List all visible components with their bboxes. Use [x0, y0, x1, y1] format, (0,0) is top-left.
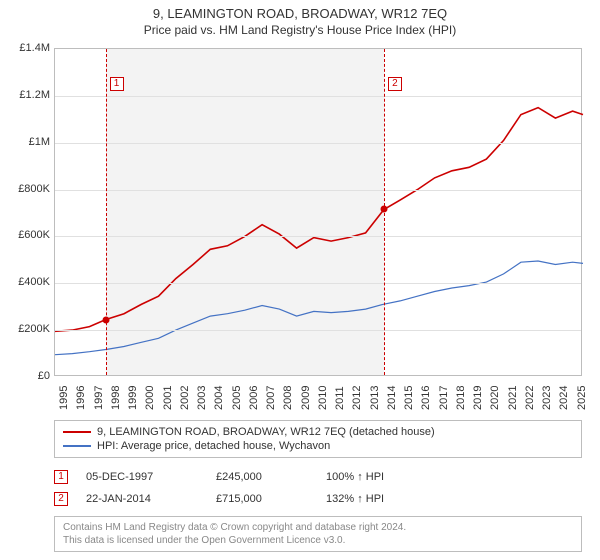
- sales-table: 1 05-DEC-1997£245,000100% ↑ HPI 2 22-JAN-20…: [54, 466, 582, 510]
- x-tick-label: 2025: [576, 386, 588, 410]
- footer-line-1: Contains HM Land Registry data © Crown c…: [63, 521, 573, 534]
- x-tick-label: 2000: [144, 386, 156, 410]
- gridline-h: [55, 190, 581, 191]
- legend-item: 9, LEAMINGTON ROAD, BROADWAY, WR12 7EQ (…: [63, 425, 573, 439]
- gridline-h: [55, 236, 581, 237]
- sale-marker-label: 2: [388, 77, 402, 91]
- legend: 9, LEAMINGTON ROAD, BROADWAY, WR12 7EQ (…: [54, 420, 582, 458]
- sale-price: £715,000: [216, 493, 326, 505]
- chart-subtitle: Price paid vs. HM Land Registry's House …: [0, 23, 600, 37]
- sale-pct: 132% ↑ HPI: [326, 493, 436, 505]
- legend-item: HPI: Average price, detached house, Wych…: [63, 439, 573, 453]
- x-tick-label: 2004: [213, 386, 225, 410]
- x-tick-label: 2003: [196, 386, 208, 410]
- y-tick-label: £600K: [2, 229, 50, 241]
- gridline-h: [55, 96, 581, 97]
- x-tick-label: 2018: [455, 386, 467, 410]
- x-tick-label: 2016: [420, 386, 432, 410]
- x-tick-label: 2022: [524, 386, 536, 410]
- chart-title: 9, LEAMINGTON ROAD, BROADWAY, WR12 7EQ: [0, 6, 600, 21]
- x-tick-label: 2009: [300, 386, 312, 410]
- x-tick-label: 1998: [110, 386, 122, 410]
- x-tick-label: 2015: [403, 386, 415, 410]
- x-tick-label: 2019: [472, 386, 484, 410]
- x-tick-label: 1999: [127, 386, 139, 410]
- legend-label: 9, LEAMINGTON ROAD, BROADWAY, WR12 7EQ (…: [97, 426, 435, 438]
- x-tick-label: 2021: [507, 386, 519, 410]
- y-tick-label: £0: [2, 370, 50, 382]
- x-tick-label: 2001: [162, 386, 174, 410]
- y-tick-label: £1.4M: [2, 42, 50, 54]
- x-tick-label: 1995: [58, 386, 70, 410]
- plot-area: 12: [54, 48, 582, 376]
- sale-row: 1 05-DEC-1997£245,000100% ↑ HPI: [54, 466, 582, 488]
- legend-label: HPI: Average price, detached house, Wych…: [97, 440, 330, 452]
- x-tick-label: 2023: [541, 386, 553, 410]
- sale-date: 05-DEC-1997: [86, 471, 216, 483]
- legend-swatch: [63, 445, 91, 447]
- x-tick-label: 1997: [93, 386, 105, 410]
- sale-row: 2 22-JAN-2014£715,000132% ↑ HPI: [54, 488, 582, 510]
- gridline-h: [55, 143, 581, 144]
- sale-number-badge: 1: [54, 470, 68, 484]
- sale-number-badge: 2: [54, 492, 68, 506]
- x-tick-label: 2014: [386, 386, 398, 410]
- line-layer: [55, 49, 581, 375]
- x-tick-label: 2012: [351, 386, 363, 410]
- event-vline: [106, 49, 107, 375]
- y-tick-label: £1M: [2, 136, 50, 148]
- footer-line-2: This data is licensed under the Open Gov…: [63, 534, 573, 547]
- x-tick-label: 2002: [179, 386, 191, 410]
- sale-marker-label: 1: [110, 77, 124, 91]
- series-line: [55, 108, 583, 332]
- y-tick-label: £1.2M: [2, 89, 50, 101]
- gridline-h: [55, 330, 581, 331]
- x-tick-label: 2007: [265, 386, 277, 410]
- x-tick-label: 1996: [75, 386, 87, 410]
- footer: Contains HM Land Registry data © Crown c…: [54, 516, 582, 552]
- x-tick-label: 2005: [231, 386, 243, 410]
- sale-date: 22-JAN-2014: [86, 493, 216, 505]
- x-tick-label: 2010: [317, 386, 329, 410]
- x-tick-label: 2008: [282, 386, 294, 410]
- x-tick-label: 2017: [438, 386, 450, 410]
- x-tick-label: 2024: [558, 386, 570, 410]
- y-tick-label: £800K: [2, 183, 50, 195]
- x-tick-label: 2013: [369, 386, 381, 410]
- y-tick-label: £400K: [2, 276, 50, 288]
- y-tick-label: £200K: [2, 323, 50, 335]
- sale-price: £245,000: [216, 471, 326, 483]
- sale-marker-dot: [380, 206, 387, 213]
- x-tick-label: 2006: [248, 386, 260, 410]
- sale-marker-dot: [102, 316, 109, 323]
- legend-swatch: [63, 431, 91, 433]
- sale-pct: 100% ↑ HPI: [326, 471, 436, 483]
- gridline-h: [55, 283, 581, 284]
- title-block: 9, LEAMINGTON ROAD, BROADWAY, WR12 7EQ P…: [0, 0, 600, 37]
- x-tick-label: 2011: [334, 386, 346, 410]
- chart-container: 9, LEAMINGTON ROAD, BROADWAY, WR12 7EQ P…: [0, 0, 600, 560]
- x-tick-label: 2020: [489, 386, 501, 410]
